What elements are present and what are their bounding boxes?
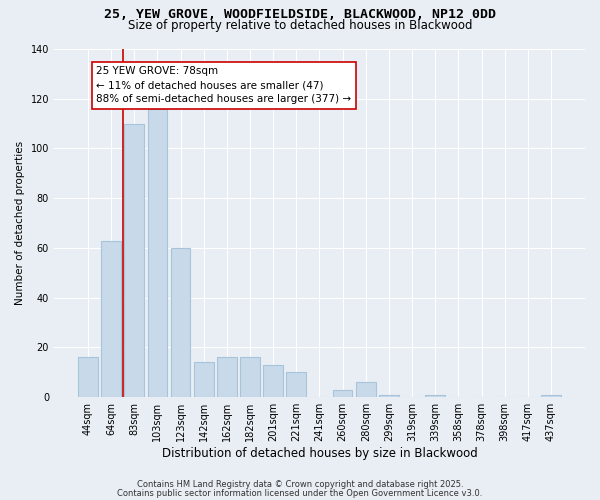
Text: Contains HM Land Registry data © Crown copyright and database right 2025.: Contains HM Land Registry data © Crown c… bbox=[137, 480, 463, 489]
Text: 25, YEW GROVE, WOODFIELDSIDE, BLACKWOOD, NP12 0DD: 25, YEW GROVE, WOODFIELDSIDE, BLACKWOOD,… bbox=[104, 8, 496, 20]
Bar bbox=[148, 108, 167, 397]
Bar bbox=[263, 365, 283, 397]
Text: Contains public sector information licensed under the Open Government Licence v3: Contains public sector information licen… bbox=[118, 488, 482, 498]
Bar bbox=[356, 382, 376, 397]
Bar bbox=[217, 358, 236, 397]
Y-axis label: Number of detached properties: Number of detached properties bbox=[15, 141, 25, 305]
Bar bbox=[194, 362, 214, 397]
Bar bbox=[124, 124, 144, 397]
Bar bbox=[78, 358, 98, 397]
Bar bbox=[425, 394, 445, 397]
Bar bbox=[240, 358, 260, 397]
Bar bbox=[379, 394, 399, 397]
Bar bbox=[170, 248, 190, 397]
Text: 25 YEW GROVE: 78sqm
← 11% of detached houses are smaller (47)
88% of semi-detach: 25 YEW GROVE: 78sqm ← 11% of detached ho… bbox=[97, 66, 352, 104]
X-axis label: Distribution of detached houses by size in Blackwood: Distribution of detached houses by size … bbox=[161, 447, 478, 460]
Text: Size of property relative to detached houses in Blackwood: Size of property relative to detached ho… bbox=[128, 19, 472, 32]
Bar bbox=[541, 394, 561, 397]
Bar bbox=[333, 390, 352, 397]
Bar bbox=[101, 240, 121, 397]
Bar bbox=[286, 372, 306, 397]
